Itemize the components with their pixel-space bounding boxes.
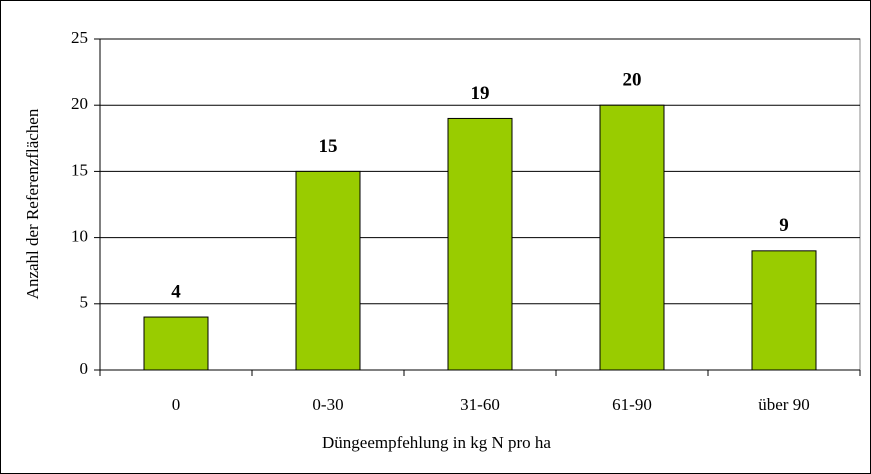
- x-tick-label: 0: [172, 395, 181, 414]
- x-tick-label: 61-90: [612, 395, 652, 414]
- data-label: 9: [779, 215, 789, 236]
- data-label: 20: [623, 70, 642, 91]
- bar: [143, 316, 209, 371]
- data-label: 4: [171, 281, 181, 302]
- y-axis-label: Anzahl der Referenzflächen: [23, 108, 42, 299]
- data-label: 15: [319, 136, 338, 157]
- y-tick-label: 0: [80, 359, 89, 378]
- y-tick-label: 20: [71, 94, 88, 113]
- y-tick-label: 5: [80, 293, 89, 312]
- y-tick-label: 15: [71, 160, 88, 179]
- x-tick-label: 31-60: [460, 395, 500, 414]
- y-tick-label: 10: [71, 227, 88, 246]
- x-tick-label: über 90: [758, 395, 809, 414]
- x-axis-label: Düngeempfehlung in kg N pro ha: [322, 433, 551, 452]
- bar: [599, 104, 665, 371]
- bar: [295, 170, 361, 371]
- data-label: 19: [471, 83, 490, 104]
- y-tick-label: 25: [71, 28, 88, 47]
- bar: [751, 250, 817, 371]
- bar: [447, 117, 513, 371]
- x-tick-label: 0-30: [312, 395, 343, 414]
